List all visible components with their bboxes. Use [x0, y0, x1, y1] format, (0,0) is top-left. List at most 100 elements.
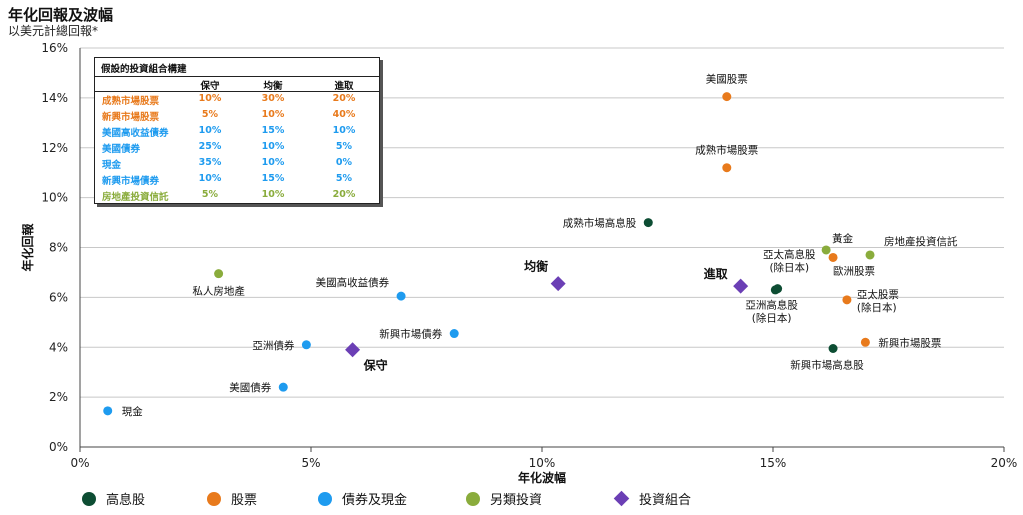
chart-title: 年化回報及波幅: [8, 6, 114, 24]
data-point: [214, 269, 224, 279]
data-point: [278, 382, 288, 392]
point-label: 均衡: [524, 259, 548, 274]
allocation-value: 25%: [198, 141, 222, 152]
header-balanced: 均衡: [263, 81, 283, 92]
allocation-value: 20%: [332, 93, 356, 104]
header-conservative: 保守: [200, 81, 220, 92]
point-label: 新興市場股票: [878, 336, 941, 349]
data-point: [821, 245, 831, 255]
data-point: [773, 284, 783, 294]
allocation-table-title: 假設的投資組合構建: [101, 64, 187, 75]
allocation-value: 10%: [198, 93, 222, 104]
x-tick-label: 5%: [301, 456, 320, 470]
allocation-value: 10%: [332, 125, 356, 136]
y-tick-label: 8%: [49, 241, 68, 255]
point-label: 亞洲債券: [252, 339, 294, 352]
legend-label: 債券及現金: [342, 493, 408, 508]
data-point: [449, 329, 459, 339]
legend-marker: [613, 490, 630, 507]
point-label: 現金: [122, 405, 143, 418]
data-point: [103, 406, 113, 416]
data-point: [842, 295, 852, 305]
legend-item-bonds-cash: 債券及現金: [318, 489, 407, 508]
legend-label: 股票: [231, 493, 258, 508]
data-point: [722, 163, 732, 173]
data-point: [865, 250, 875, 260]
data-point: [643, 218, 653, 228]
asset-name: 現金: [102, 160, 122, 171]
allocation-value: 5%: [335, 173, 353, 184]
x-tick-label: 15%: [760, 456, 787, 470]
allocation-value: 0%: [335, 157, 353, 168]
y-tick-label: 14%: [41, 91, 68, 105]
y-tick-label: 6%: [49, 290, 68, 304]
allocation-value: 10%: [198, 125, 222, 136]
data-points: [103, 92, 875, 416]
allocation-table: 假設的投資組合構建 保守 均衡 進取 成熟市場股票 10% 30% 20% 新興市場股票…: [94, 57, 380, 204]
point-label: 亞洲高息股(除日本): [745, 299, 798, 325]
axes: 0% 2% 4% 6% 8% 10% 12% 14% 16% 0% 5% 10% 15% 20% 年化波幅 年…: [20, 41, 1017, 485]
point-label: 美國債券: [229, 381, 271, 394]
allocation-table-row: 新興市場債券 10% 15% 5%: [95, 173, 379, 188]
asset-name: 房地產投資信託: [102, 192, 169, 203]
point-label: 成熟市場高息股: [563, 217, 637, 230]
legend: 高息股 股票 債券及現金 另類投資 投資組合: [0, 489, 1023, 511]
legend-item-alternative: 另類投資: [466, 489, 542, 508]
legend-marker: [207, 491, 221, 506]
legend-label: 另類投資: [490, 493, 543, 508]
point-label: 黃金: [832, 232, 853, 245]
x-axis-label: 年化波幅: [518, 470, 566, 485]
point-label: 新興市場債券: [379, 328, 442, 341]
portfolio-marker: [733, 278, 749, 294]
point-label: 美國高收益債券: [316, 276, 390, 289]
asset-name: 新興市場債券: [102, 176, 160, 187]
x-tick-label: 10%: [529, 456, 556, 470]
legend-marker: [318, 491, 332, 506]
allocation-value: 10%: [198, 173, 222, 184]
asset-name: 美國高收益債券: [102, 128, 169, 139]
allocation-value: 30%: [261, 93, 285, 104]
allocation-value: 5%: [201, 109, 219, 120]
legend-item-equity: 股票: [207, 489, 257, 508]
point-label: 美國股票: [706, 73, 748, 86]
allocation-value: 15%: [261, 173, 285, 184]
point-label: 亞太高息股(除日本): [763, 248, 816, 274]
allocation-value: 10%: [261, 157, 285, 168]
portfolio-marker: [345, 342, 361, 358]
allocation-value: 10%: [261, 189, 285, 200]
point-label: 新興市場高息股: [790, 358, 864, 371]
allocation-table-row: 美國債券 25% 10% 5%: [95, 141, 379, 156]
y-tick-label: 0%: [49, 440, 68, 454]
y-tick-label: 16%: [41, 41, 68, 55]
legend-item-portfolio: 投資組合: [613, 489, 691, 508]
x-tick-label: 0%: [70, 456, 89, 470]
y-tick-label: 10%: [41, 191, 68, 205]
allocation-table-row: 房地產投資信託 5% 10% 20%: [95, 189, 379, 204]
allocation-value: 5%: [335, 141, 353, 152]
point-label: 保守: [363, 358, 388, 373]
y-tick-label: 2%: [49, 390, 68, 404]
asset-name: 新興市場股票: [102, 112, 160, 123]
y-tick-label: 4%: [49, 340, 68, 354]
allocation-table-row: 新興市場股票 5% 10% 40%: [95, 109, 379, 124]
allocation-table-row: 美國高收益債券 10% 15% 10%: [95, 125, 379, 140]
asset-name: 成熟市場股票: [102, 96, 160, 107]
allocation-value: 35%: [198, 157, 222, 168]
allocation-table-header: 保守 均衡 進取: [95, 76, 379, 92]
legend-item-high-dividend: 高息股: [82, 489, 145, 508]
data-point: [301, 340, 311, 350]
header-aggressive: 進取: [334, 81, 354, 92]
data-point: [828, 252, 838, 262]
allocation-value: 15%: [261, 125, 285, 136]
y-axis-label: 年化回報: [20, 223, 35, 272]
point-label: 成熟市場股票: [695, 144, 758, 157]
allocation-table-row: 現金 35% 10% 0%: [95, 157, 379, 172]
point-label: 進取: [704, 266, 728, 281]
y-tick-label: 12%: [41, 141, 68, 155]
point-label: 亞太股票(除日本): [857, 288, 899, 314]
data-point: [860, 337, 870, 347]
point-label: 歐洲股票: [833, 264, 875, 277]
chart-subtitle: 以美元計總回報*: [8, 24, 99, 38]
